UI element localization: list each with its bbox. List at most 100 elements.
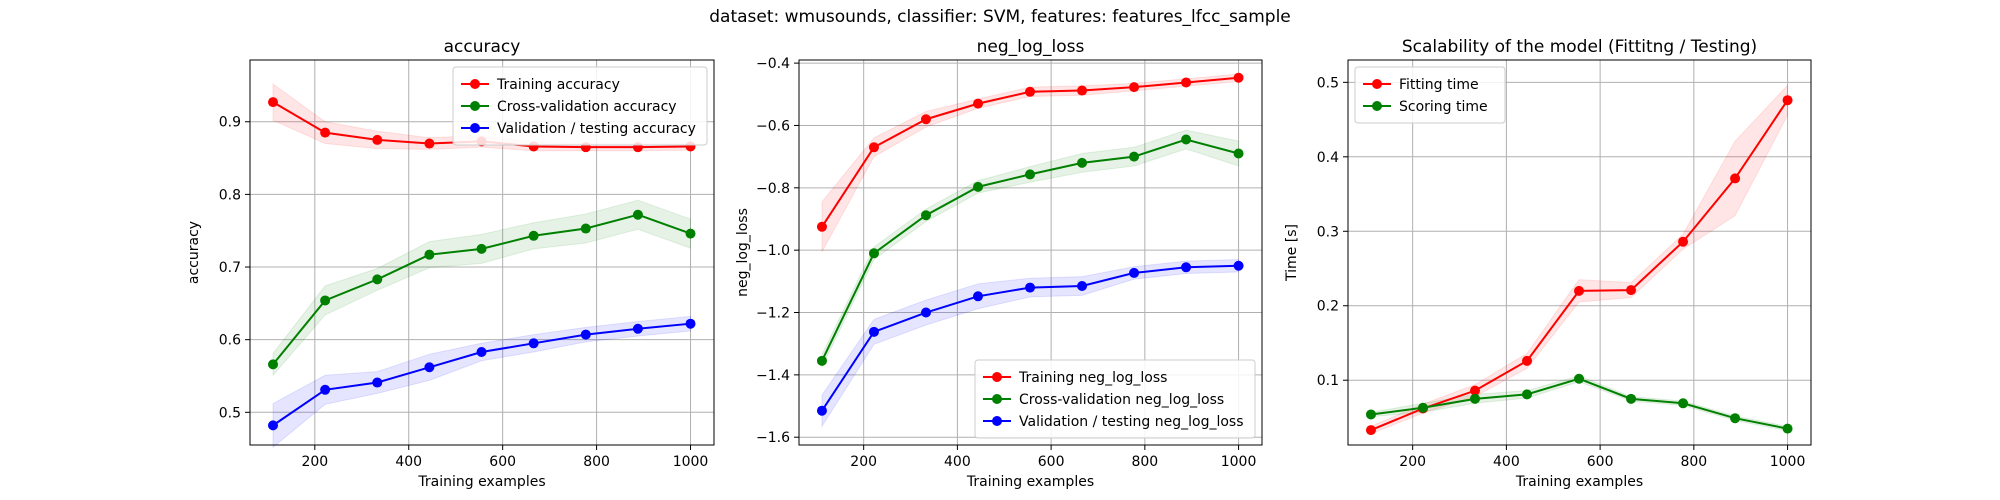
legend-swatch-marker	[1372, 79, 1382, 89]
x-tick-label: 400	[1493, 454, 1520, 470]
legend-label: Training accuracy	[496, 77, 620, 93]
legend-label: Cross-validation accuracy	[497, 99, 677, 115]
y-axis-label: neg_log_loss	[735, 208, 751, 297]
legend-swatch-marker	[992, 372, 1002, 382]
figure-suptitle: dataset: wmusounds, classifier: SVM, fea…	[709, 7, 1291, 27]
data-point	[920, 210, 931, 221]
data-point	[1025, 282, 1036, 293]
data-point	[1077, 157, 1088, 168]
data-point	[685, 228, 696, 239]
data-point	[580, 223, 591, 234]
data-point	[1129, 82, 1140, 93]
data-point	[973, 98, 984, 109]
y-tick-label: −1.2	[756, 306, 790, 322]
chart-panel-1: 200 400 600 800 1000 0.5 0.6 0.7 0.8 0.9 accuracy T…	[186, 37, 715, 490]
data-point	[1626, 393, 1637, 404]
data-point	[920, 307, 931, 318]
data-point	[1417, 402, 1428, 413]
data-point	[1025, 169, 1036, 180]
data-point	[372, 377, 383, 388]
axes-frame	[1347, 59, 1812, 446]
data-point	[632, 209, 643, 220]
x-tick-label: 600	[1038, 454, 1065, 470]
data-point	[1678, 236, 1689, 247]
chart-panel-3: 200 400 600 800 1000 0.1 0.2 0.3 0.4 0.5 Scalabili…	[1284, 37, 1812, 490]
data-point	[528, 338, 539, 349]
y-tick-label: −1.6	[756, 430, 790, 446]
y-tick-label: −0.6	[756, 118, 790, 134]
x-tick-label: 400	[395, 454, 422, 470]
data-point	[580, 329, 591, 340]
data-point	[1730, 173, 1741, 184]
y-tick-label: −1.0	[756, 243, 790, 259]
axes-frame	[798, 59, 1263, 446]
x-tick-label: 600	[1587, 454, 1614, 470]
std-band-3	[821, 258, 1240, 429]
y-tick-label: 0.8	[219, 187, 241, 203]
legend-swatch-marker	[470, 123, 480, 133]
y-axis-label: Time [s]	[1284, 224, 1300, 282]
data-point	[816, 221, 827, 232]
data-point	[1365, 425, 1376, 436]
legend-swatch-marker	[992, 416, 1002, 426]
y-tick-label: 0.2	[1317, 299, 1339, 315]
y-tick-label: 0.1	[1317, 373, 1339, 389]
data-point	[973, 181, 984, 192]
x-tick-label: 800	[1680, 454, 1707, 470]
y-tick-label: −1.4	[756, 368, 790, 384]
data-point	[1077, 281, 1088, 292]
data-point	[476, 347, 487, 358]
data-point	[1522, 389, 1533, 400]
x-tick-label: 1000	[673, 454, 709, 470]
legend-swatch-marker	[1372, 101, 1382, 111]
data-point	[424, 362, 435, 373]
legend-frame	[974, 359, 1256, 439]
data-point	[1025, 86, 1036, 97]
legend-label: Training neg_log_loss	[1018, 370, 1167, 386]
legend-swatch-marker	[470, 101, 480, 111]
chart-title: Scalability of the model (Fittitng / Tes…	[1402, 37, 1757, 57]
data-point	[424, 138, 435, 149]
legend-label: Validation / testing accuracy	[497, 121, 696, 137]
x-tick-label: 1000	[1221, 454, 1257, 470]
legend-label: Fitting time	[1399, 77, 1479, 93]
data-point	[1233, 72, 1244, 83]
data-point	[1678, 398, 1689, 409]
data-point	[1077, 85, 1088, 96]
x-tick-label: 600	[489, 454, 516, 470]
data-point	[1233, 260, 1244, 271]
x-tick-label: 400	[944, 454, 971, 470]
y-tick-label: 0.5	[1317, 75, 1339, 91]
data-point	[424, 249, 435, 260]
data-point	[268, 359, 279, 370]
y-axis-label: accuracy	[186, 221, 202, 284]
data-point	[320, 384, 331, 395]
y-tick-label: 0.3	[1317, 224, 1339, 240]
y-tick-label: −0.8	[756, 181, 790, 197]
legend-frame	[1354, 66, 1506, 124]
axes-frame	[249, 59, 715, 446]
data-point	[868, 326, 879, 337]
data-point	[868, 142, 879, 153]
x-axis-label: Training examples	[417, 474, 545, 490]
x-axis-label: Training examples	[966, 474, 1094, 490]
x-tick-label: 800	[1131, 454, 1158, 470]
legend-swatch-marker	[992, 394, 1002, 404]
data-point	[1129, 267, 1140, 278]
y-tick-label: 0.5	[219, 405, 241, 421]
data-point	[632, 323, 643, 334]
data-point	[1469, 385, 1480, 396]
legend: Fitting time Scoring time	[1354, 66, 1506, 124]
legend-swatch-marker	[470, 79, 480, 89]
chart-panel-2: 200 400 600 800 1000 −1.6 −1.4 −1.2 −1.0 −0.8 −0.6…	[735, 37, 1263, 490]
data-point	[1469, 393, 1480, 404]
data-point	[528, 230, 539, 241]
data-point	[1782, 95, 1793, 106]
legend: Training neg_log_loss Cross-validation ne…	[974, 359, 1256, 439]
x-tick-label: 200	[850, 454, 877, 470]
std-band-2	[1370, 375, 1789, 432]
data-point	[268, 420, 279, 431]
x-tick-label: 200	[1399, 454, 1426, 470]
data-point	[685, 318, 696, 329]
